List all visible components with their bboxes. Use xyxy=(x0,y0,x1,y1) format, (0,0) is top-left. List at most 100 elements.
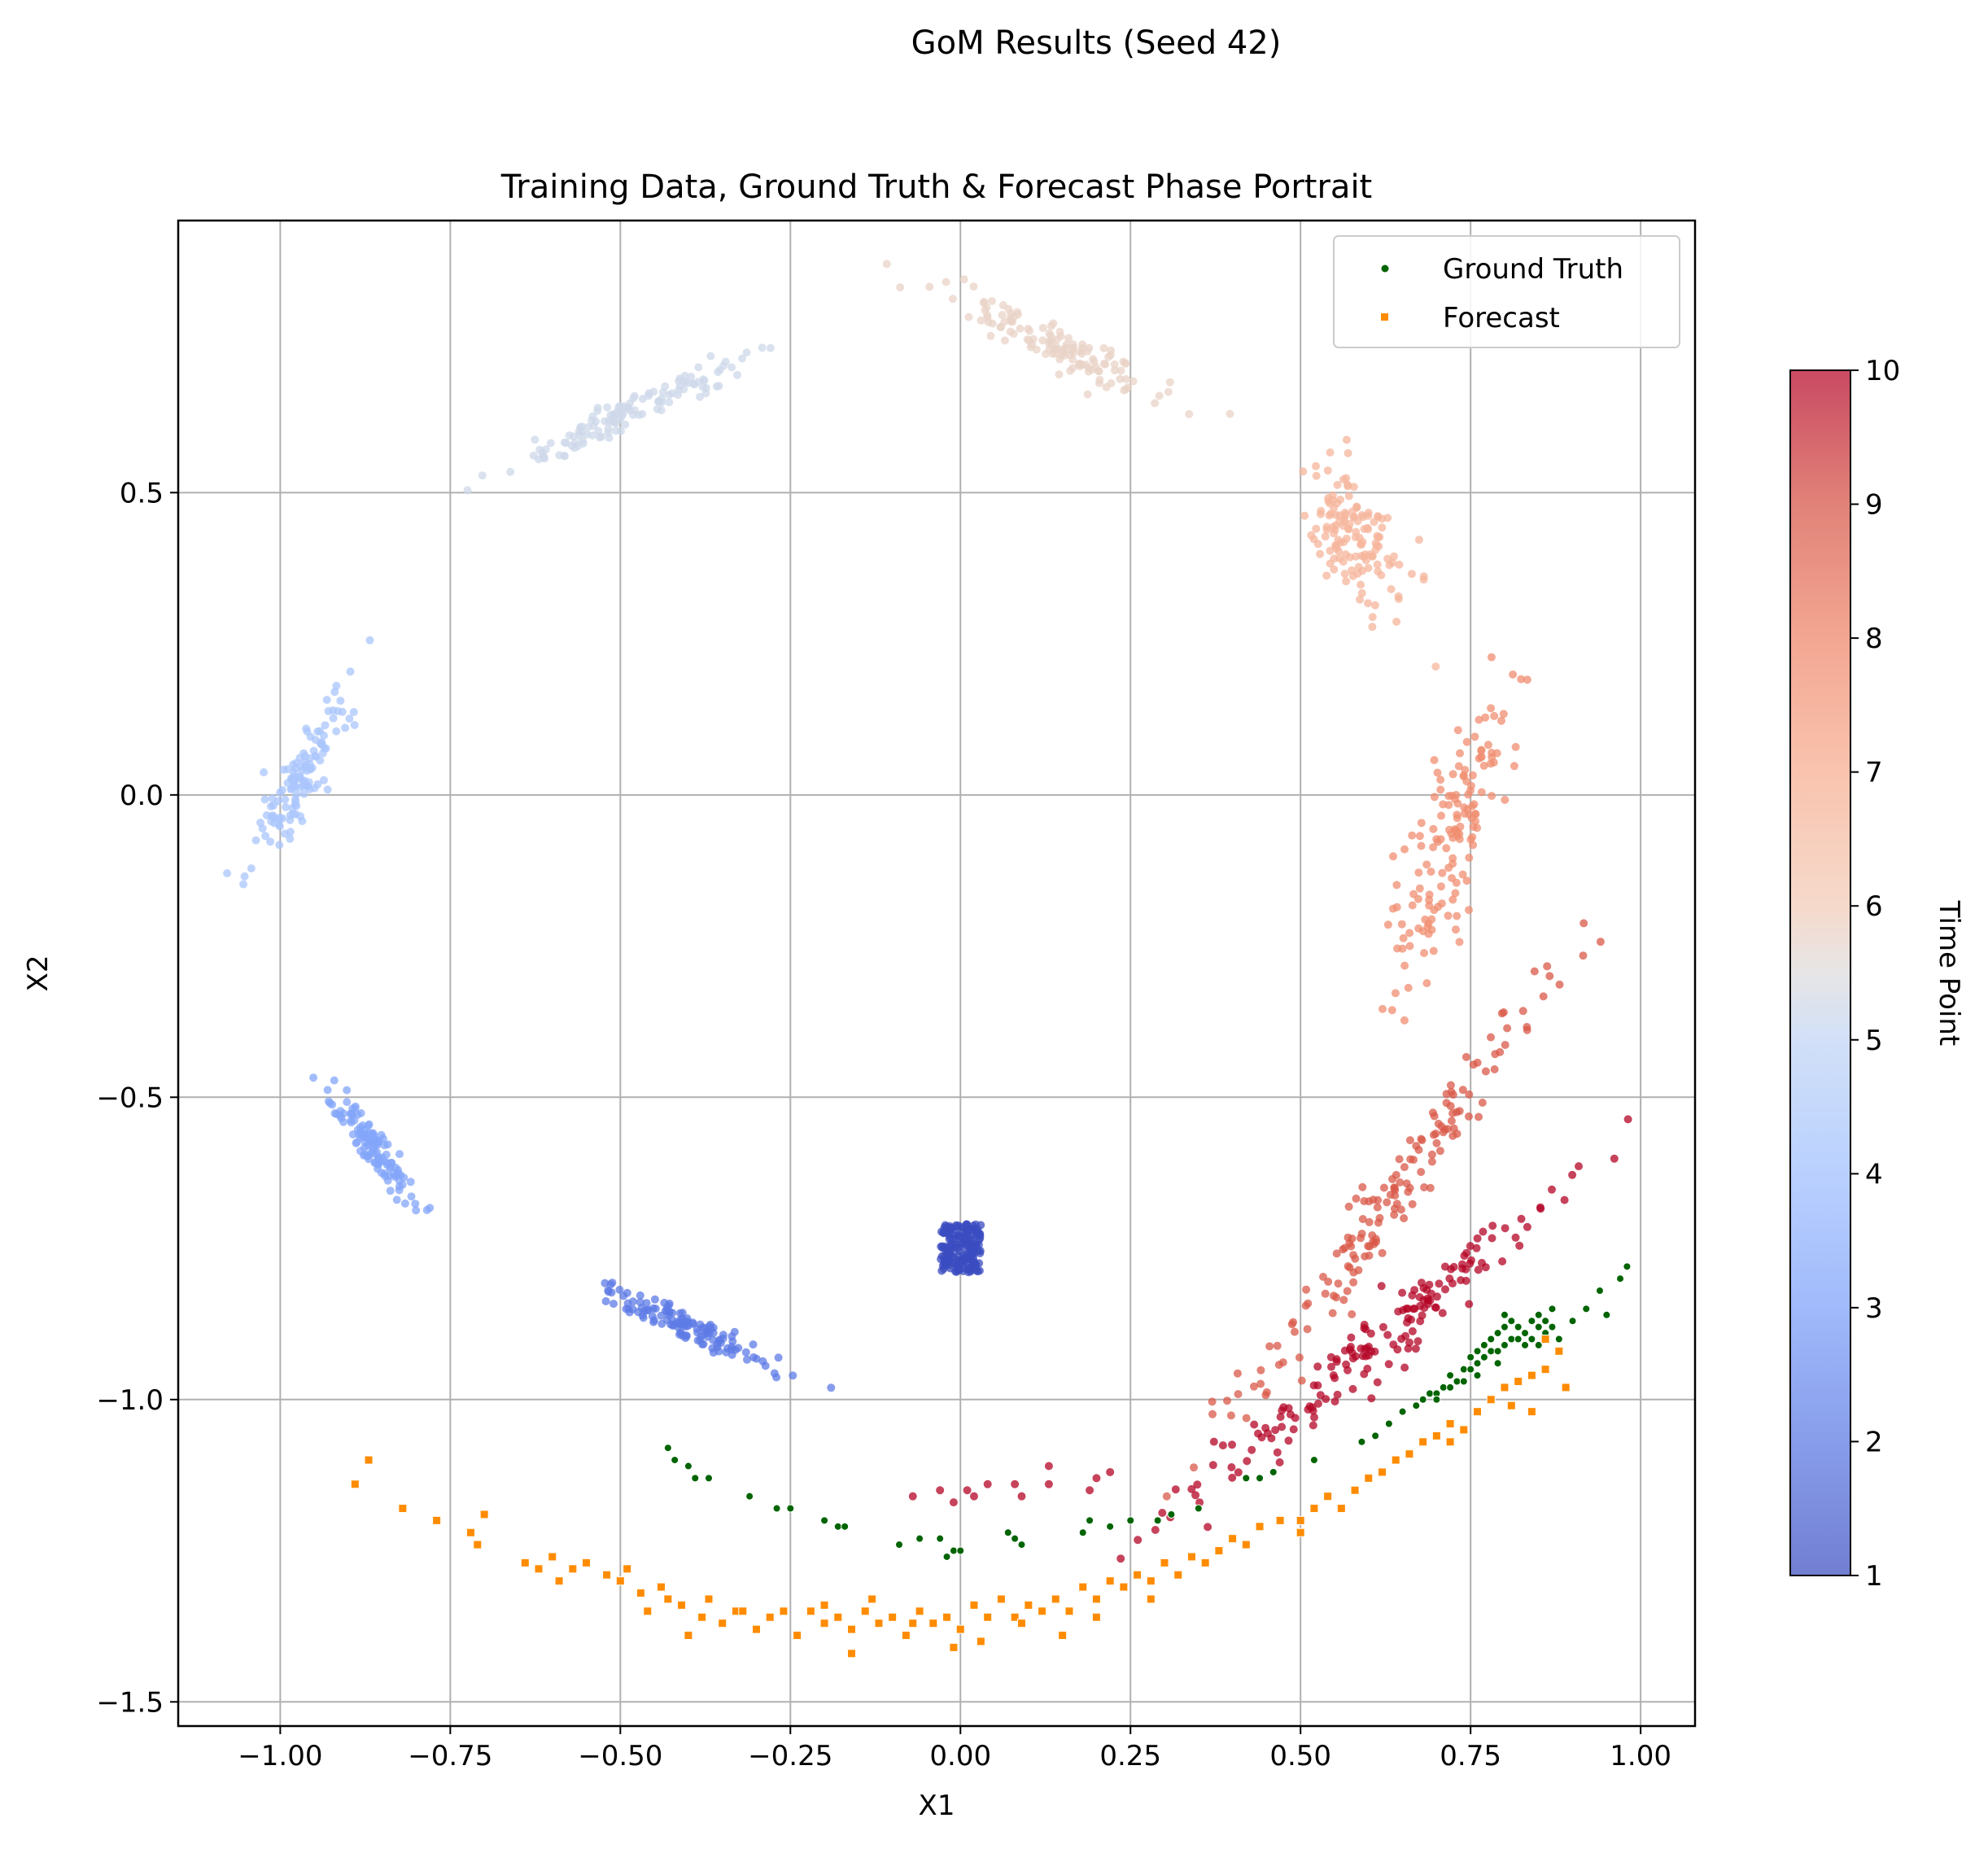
training-point xyxy=(1218,1441,1227,1450)
training-point xyxy=(317,738,326,747)
ground-truth-point xyxy=(1616,1274,1625,1283)
training-point xyxy=(240,872,249,881)
forecast-point xyxy=(847,1649,857,1659)
forecast-point xyxy=(806,1606,815,1616)
training-point xyxy=(345,715,354,723)
training-point xyxy=(1440,1125,1449,1134)
training-point xyxy=(275,841,284,850)
training-point xyxy=(604,1286,613,1295)
y-tick-label: 0.0 xyxy=(120,780,164,812)
training-point xyxy=(1357,580,1365,589)
training-point xyxy=(601,1278,610,1287)
colorbar-tick-label: 6 xyxy=(1865,890,1883,923)
training-point xyxy=(1273,1341,1282,1350)
training-point xyxy=(1208,1397,1217,1406)
x-tick-label: −1.00 xyxy=(238,1740,322,1772)
training-point xyxy=(1518,1007,1527,1016)
training-point xyxy=(341,723,350,732)
training-point xyxy=(565,431,574,439)
training-point xyxy=(1377,570,1386,579)
training-point xyxy=(1208,1461,1217,1470)
training-point xyxy=(1394,592,1403,601)
ground-truth-point xyxy=(1541,1317,1550,1326)
training-point xyxy=(1415,832,1424,841)
training-point xyxy=(322,696,331,704)
training-point xyxy=(1357,540,1365,549)
forecast-point xyxy=(969,1600,979,1610)
training-point xyxy=(1312,524,1321,533)
ground-truth-point xyxy=(1269,1467,1278,1476)
training-point xyxy=(1490,1065,1499,1073)
training-point xyxy=(1479,762,1488,770)
training-point xyxy=(983,1479,992,1488)
training-point xyxy=(1351,533,1360,542)
forecast-points xyxy=(350,1334,1571,1659)
training-point xyxy=(1437,899,1446,908)
training-point xyxy=(1243,1457,1252,1466)
training-point xyxy=(343,1098,352,1107)
training-point xyxy=(1233,1369,1242,1378)
training-point xyxy=(1454,762,1463,771)
ground-truth-point xyxy=(915,1534,924,1543)
forecast-point xyxy=(663,1594,673,1604)
forecast-point xyxy=(465,1527,475,1537)
training-point xyxy=(621,420,630,429)
training-point xyxy=(1579,919,1588,928)
training-point xyxy=(1435,1279,1444,1288)
training-point xyxy=(1045,329,1054,338)
forecast-point xyxy=(1445,1419,1455,1429)
training-point xyxy=(1468,771,1477,780)
training-point xyxy=(1344,480,1352,489)
training-point xyxy=(362,1130,371,1138)
training-point xyxy=(239,880,248,889)
training-point xyxy=(1407,570,1416,579)
training-point xyxy=(1116,374,1125,383)
forecast-point xyxy=(1105,1576,1115,1586)
training-point xyxy=(319,776,328,784)
training-point xyxy=(706,1324,715,1333)
training-point xyxy=(1276,1413,1285,1422)
forecast-point xyxy=(520,1558,530,1567)
training-point xyxy=(1340,570,1349,579)
ground-truth-point xyxy=(1371,1431,1380,1440)
training-point xyxy=(276,813,285,822)
training-point xyxy=(1349,1278,1358,1287)
training-point xyxy=(299,789,308,798)
training-point xyxy=(679,377,688,386)
colorbar-tick-label: 8 xyxy=(1865,623,1883,655)
training-point xyxy=(962,1220,971,1229)
y-tick-label: −0.5 xyxy=(96,1082,164,1114)
training-point xyxy=(323,785,332,794)
x-tick-label: 0.75 xyxy=(1440,1740,1501,1772)
colorbar-tick-label: 2 xyxy=(1865,1426,1883,1458)
training-point xyxy=(289,810,298,819)
training-point xyxy=(541,445,550,454)
training-point xyxy=(1321,532,1330,541)
training-point xyxy=(679,385,688,394)
ground-truth-point xyxy=(1459,1377,1468,1386)
forecast-point xyxy=(793,1631,802,1641)
training-point xyxy=(1094,367,1103,376)
training-point xyxy=(1387,585,1396,593)
training-point xyxy=(260,768,269,776)
forecast-point xyxy=(874,1619,884,1628)
training-point xyxy=(301,752,309,760)
forecast-point xyxy=(677,1600,687,1610)
ground-truth-point xyxy=(1106,1522,1115,1531)
training-point xyxy=(1322,571,1331,580)
training-point xyxy=(1134,1536,1143,1545)
training-point xyxy=(733,370,741,379)
forecast-point xyxy=(1350,1485,1360,1495)
training-point xyxy=(1344,1233,1352,1242)
training-point xyxy=(1326,499,1335,508)
training-point xyxy=(1422,860,1431,869)
training-point xyxy=(1387,1006,1396,1015)
forecast-point xyxy=(1173,1570,1183,1580)
training-point xyxy=(555,451,564,460)
y-tick-label: −1.5 xyxy=(96,1686,164,1719)
training-point xyxy=(604,428,613,437)
training-point xyxy=(1466,1242,1475,1251)
training-point xyxy=(1250,1420,1259,1429)
training-point xyxy=(290,781,299,790)
training-point xyxy=(1334,1279,1343,1288)
